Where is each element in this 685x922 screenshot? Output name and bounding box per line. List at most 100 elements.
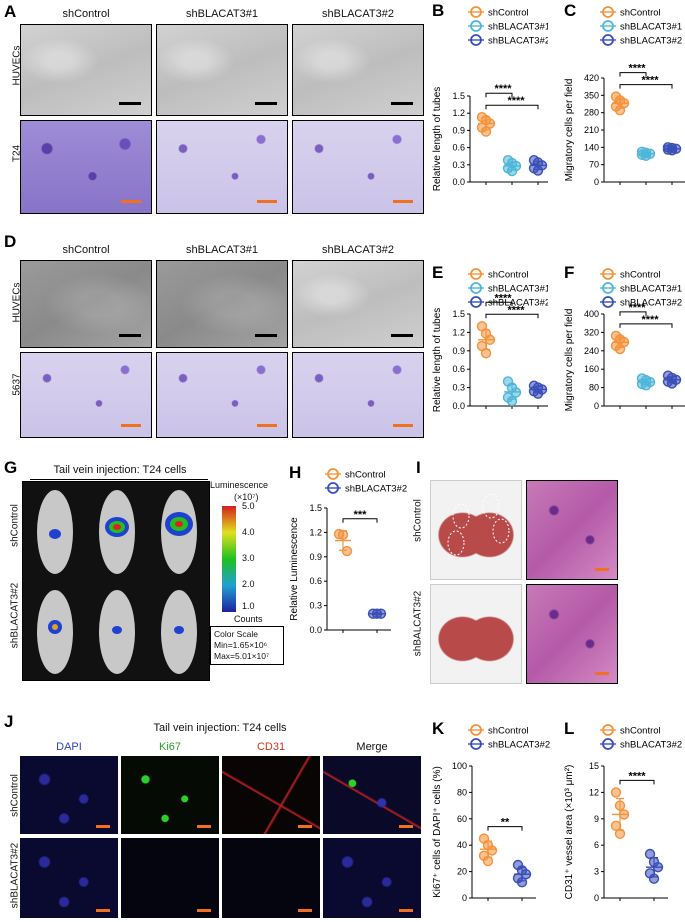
panel-label-l: L [564, 719, 574, 738]
micrograph-5637-shcontrol [20, 352, 152, 438]
y-tick-label: 1.5 [452, 309, 465, 319]
scale-bar [595, 672, 609, 675]
scale-bar [197, 909, 211, 912]
legend-label: shBLACAT3#1 [488, 22, 548, 33]
mouse-2-1 [37, 590, 73, 674]
legend-label: shBLACAT3#2 [488, 36, 548, 47]
y-tick-label: 0 [594, 401, 599, 411]
fluor-cd31-shblacat3-2 [222, 838, 320, 918]
significance-label: **** [494, 292, 512, 304]
data-point [341, 545, 353, 557]
mouse-1-1 [37, 490, 73, 574]
y-tick-label: 0.0 [452, 177, 465, 187]
micrograph-t24-shblacat3-1 [156, 120, 288, 214]
y-axis-label: Relative length of tubes [432, 308, 443, 413]
colorbar-tick-2: 2.0 [242, 579, 255, 589]
colorbar-title: Luminescence [210, 480, 269, 490]
scale-bar [393, 424, 413, 427]
legend-label: shBLACAT3#2 [620, 298, 682, 309]
data-point [486, 845, 498, 856]
scale-bar [96, 909, 110, 912]
y-tick-label: 60 [457, 814, 467, 824]
y-tick-label: 6 [594, 840, 599, 850]
y-tick-label: 320 [584, 327, 599, 337]
scale-bar [121, 200, 141, 203]
micrograph-huvec-shblacat3-2 [292, 24, 424, 116]
fluor-dapi-shblacat3-2 [20, 838, 118, 918]
legend-label: shBLACAT3#2 [488, 298, 548, 309]
legend-label: shControl [345, 470, 386, 481]
panel-label-j: J [4, 712, 14, 731]
panel-g-row-label-2: shBLACAT3#2 [9, 582, 21, 649]
y-axis-label: Migratory cells per field [564, 309, 575, 412]
mouse-1-3 [161, 490, 197, 574]
y-tick-label: 0 [594, 893, 599, 903]
colorbar-tick-3: 3.0 [242, 553, 255, 563]
y-tick-label: 12 [589, 787, 599, 797]
panel-j-title: Tail vein injection: T24 cells [153, 722, 287, 734]
y-tick-label: 0.3 [452, 160, 465, 170]
bioluminescence-mouse-images [22, 481, 210, 681]
y-tick-label: 0.0 [309, 625, 322, 635]
panel-j-col-ki67: Ki67 [158, 741, 182, 753]
y-tick-label: 210 [584, 125, 599, 135]
legend-label: shControl [488, 270, 529, 281]
y-tick-label: 9 [594, 814, 599, 824]
data-point [610, 787, 622, 798]
y-tick-label: 0.3 [452, 383, 465, 393]
legend-label: shControl [620, 726, 661, 737]
micrograph-5637-shblacat3-2 [292, 352, 424, 438]
scale-bar [298, 825, 312, 828]
legend-label: shBLACAT3#1 [620, 22, 682, 33]
significance-bracket [619, 779, 655, 785]
lung-photo-shcontrol [430, 480, 522, 580]
y-tick-label: 1.5 [452, 91, 465, 101]
y-tick-label: 1.2 [452, 327, 465, 337]
y-tick-label: 3 [594, 867, 599, 877]
panel-d-col-title-2: shBLACAT3#1 [186, 244, 258, 256]
y-tick-label: 1.5 [309, 503, 322, 513]
y-tick-label: 80 [589, 383, 599, 393]
colorbar-counts: Counts [234, 614, 263, 624]
color-scale-max: Max=5.01×10⁷ [214, 651, 270, 661]
panel-j-col-dapi: DAPI [56, 741, 82, 753]
y-tick-label: 1.2 [452, 108, 465, 118]
panel-a-col-title-1: shControl [62, 8, 110, 20]
micrograph-t24-shcontrol [20, 120, 152, 214]
scale-bar [595, 568, 609, 571]
y-tick-label: 100 [452, 761, 467, 771]
y-tick-label: 240 [584, 346, 599, 356]
panel-label-k: K [432, 719, 445, 738]
y-tick-label: 400 [584, 309, 599, 319]
he-stain-shcontrol [526, 480, 618, 580]
scale-bar [255, 334, 277, 337]
he-stain-shblacat3-2 [526, 584, 618, 684]
fluor-merge-shblacat3-2 [323, 838, 421, 918]
scale-bar [255, 102, 277, 105]
panel-a-col-title-2: shBLACAT3#1 [186, 8, 258, 20]
colorbar-unit: (×10⁷) [234, 492, 259, 502]
scale-bar [119, 334, 141, 337]
panel-d-col-title-1: shControl [62, 244, 110, 256]
y-tick-label: 0 [462, 893, 467, 903]
scale-bar [399, 825, 413, 828]
fluor-ki67-shblacat3-2 [121, 838, 219, 918]
scale-bar [257, 200, 277, 203]
y-tick-label: 0.6 [452, 143, 465, 153]
legend-label: shBLACAT3#2 [620, 36, 682, 47]
panel-label-f: F [564, 263, 574, 282]
colorbar-tick-1: 1.0 [242, 601, 255, 611]
significance-label: ** [501, 817, 510, 829]
y-axis-label: Relative length of tubes [432, 87, 443, 192]
scale-bar [121, 424, 141, 427]
legend-label: shControl [620, 8, 661, 19]
panel-label-g: G [4, 458, 18, 477]
panel-a-col-title-3: shBLACAT3#2 [322, 8, 394, 20]
y-tick-label: 20 [457, 867, 467, 877]
significance-bracket [485, 104, 539, 110]
micrograph-huvec-d-shcontrol [20, 260, 152, 348]
